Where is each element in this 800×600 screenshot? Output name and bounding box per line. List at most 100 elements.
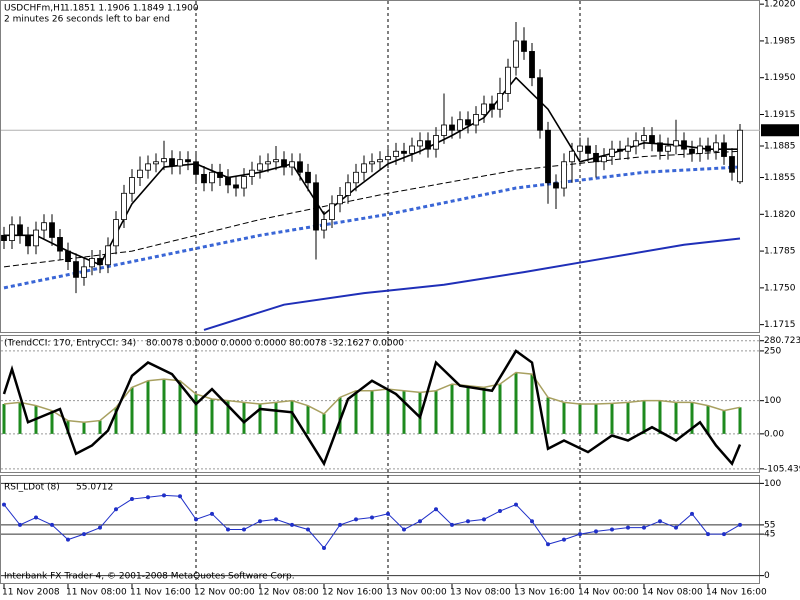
cci-bar [578, 404, 582, 434]
cci-bar [370, 390, 374, 434]
cci-bar [530, 374, 534, 434]
candle-body [305, 171, 311, 184]
candle-body [241, 176, 247, 189]
rsi-dot [530, 519, 534, 524]
x-tick-label: 11 Nov 08:00 [66, 588, 127, 598]
candle-body [225, 177, 231, 186]
x-tick-label: 12 Nov 16:00 [322, 588, 383, 598]
y-tick-label: 1.1820 [764, 210, 796, 220]
rsi-dot [98, 525, 102, 530]
rsi-title: RSI_LDot (8) [4, 483, 60, 493]
cci-bar [82, 422, 86, 434]
cci-bar [402, 390, 406, 434]
rsi-dot [18, 522, 22, 527]
rsi-dot [66, 537, 70, 542]
candle-body [673, 140, 679, 147]
rsi-dot [290, 522, 294, 527]
candle-body [681, 140, 687, 150]
candle-body [217, 171, 223, 178]
rsi-dot [2, 502, 6, 507]
candle-body [153, 161, 159, 165]
rsi-dot [562, 537, 566, 542]
cci-bar [562, 402, 566, 434]
y-tick-label: 0.00 [764, 429, 784, 439]
rsi-dot [322, 545, 326, 550]
y-tick-label: 1.1915 [764, 110, 796, 120]
candle-body [329, 203, 335, 220]
x-tick-label: 11 Nov 16:00 [130, 588, 191, 598]
candle-body [577, 145, 583, 152]
cci-bar [258, 404, 262, 434]
cci-bar [642, 400, 646, 434]
entry-cci-line [2, 349, 742, 467]
candle-body [113, 219, 119, 247]
candle-body [689, 148, 695, 154]
cci-bar [242, 402, 246, 434]
y-tick-label: 55 [764, 520, 775, 530]
candle-body [409, 145, 415, 154]
cci-bar [66, 420, 70, 434]
subtitle: 2 minutes 26 seconds left to bar end [4, 15, 170, 25]
candle-body [65, 250, 71, 262]
cci-bar [98, 420, 102, 434]
candle-body [513, 40, 519, 68]
price-box [761, 124, 799, 137]
y-tick-label: 1.1885 [764, 142, 796, 152]
candle-body [177, 159, 183, 167]
cci-bar [18, 402, 22, 434]
cci-bar [130, 387, 134, 434]
cci-bar [290, 400, 294, 434]
rsi-dot [386, 511, 390, 516]
rsi-dot [578, 532, 582, 537]
candle-body [521, 40, 527, 52]
candle-body [609, 148, 615, 157]
y-tick-label: 1.2020 [764, 0, 796, 10]
rsi-dot [514, 502, 518, 507]
candle-body [721, 142, 727, 157]
candle-body [377, 159, 383, 163]
symbol-title: USDCHFm,H1 [4, 4, 66, 14]
rsi-panel [0, 475, 760, 584]
candle-body [353, 171, 359, 184]
candle-body [137, 169, 143, 178]
rsi-dot [338, 522, 342, 527]
cci-bar [498, 384, 502, 434]
candle-body [505, 66, 511, 94]
x-tick-label: 14 Nov 08:00 [642, 588, 703, 598]
candle-body [345, 182, 351, 196]
cci-bar [546, 397, 550, 434]
candle-body [601, 156, 607, 163]
cci-bar [2, 404, 6, 434]
cci-bar [722, 410, 726, 434]
candle-body [57, 237, 63, 252]
cci-quote: 80.0078 0.0000 0.0000 0.0000 80.0078 -32… [146, 339, 404, 349]
candle-body [185, 159, 191, 163]
cci-bar [306, 405, 310, 434]
candle-body [545, 129, 551, 184]
rsi-dot [418, 519, 422, 524]
candle-body [649, 135, 655, 144]
rsi-dot [258, 519, 262, 524]
candle-body [81, 266, 87, 278]
candle-body [425, 140, 431, 150]
rsi-dot [274, 517, 278, 522]
cci-bar [626, 402, 630, 434]
candle-body [729, 156, 735, 173]
candle-body [313, 182, 319, 231]
rsi-dot [178, 494, 182, 499]
x-tick-label: 12 Nov 00:00 [194, 588, 255, 598]
candle-body [697, 145, 703, 154]
rsi-quote: 55.0712 [76, 483, 113, 493]
cci-panel [0, 335, 760, 473]
candle-body [569, 150, 575, 163]
candle-body [473, 114, 479, 126]
candle-body [633, 140, 639, 147]
rsi-dot [498, 509, 502, 514]
cci-bar [210, 399, 214, 434]
x-tick-label: 13 Nov 16:00 [514, 588, 575, 598]
rsi-dot [722, 532, 726, 537]
candle-body [737, 129, 743, 183]
candle-body [289, 161, 295, 168]
cci-bar [594, 404, 598, 434]
candle-body [553, 182, 559, 189]
